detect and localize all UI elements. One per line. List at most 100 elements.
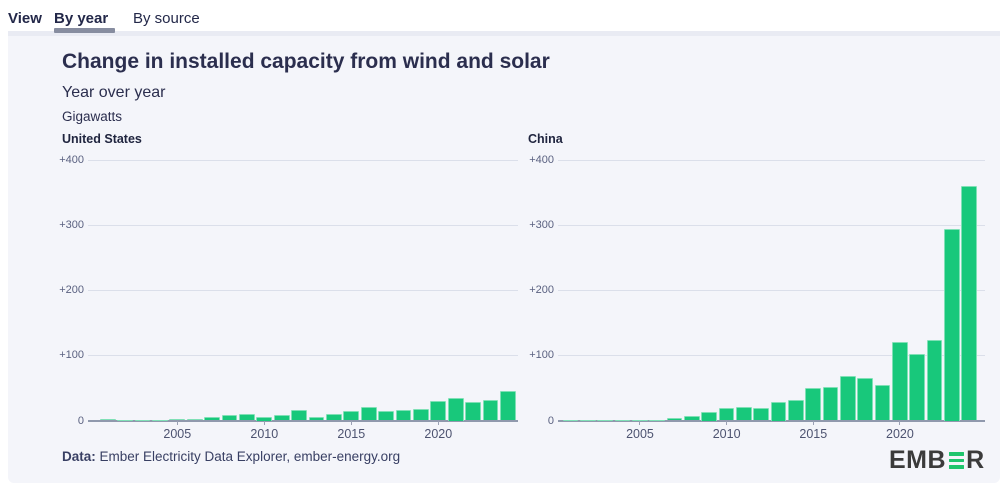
ember-logo-e-icon xyxy=(948,451,964,470)
bar-2001[interactable] xyxy=(99,419,116,421)
bar-2020[interactable] xyxy=(430,401,447,421)
bar-2014[interactable] xyxy=(788,400,804,421)
bar-2006[interactable] xyxy=(649,419,666,421)
bar-2004[interactable] xyxy=(151,419,168,421)
gridline xyxy=(558,290,985,291)
x-axis-tick xyxy=(899,421,901,425)
y-axis-tick-label: +400 xyxy=(529,153,554,166)
bar-2023[interactable] xyxy=(944,229,960,421)
y-axis-tick-label: 0 xyxy=(77,414,84,427)
x-axis-tick-label: 2020 xyxy=(886,427,914,441)
bar-2013[interactable] xyxy=(770,402,787,421)
y-axis-tick-label: +300 xyxy=(529,218,554,231)
bar-2005[interactable] xyxy=(632,419,648,421)
x-axis-tick xyxy=(812,421,814,425)
units-label: Gigawatts xyxy=(62,109,123,124)
bar-2015[interactable] xyxy=(343,411,360,421)
chart-title-china: China xyxy=(528,132,563,146)
x-axis-tick-label: 2010 xyxy=(250,427,279,441)
bar-2024[interactable] xyxy=(499,390,516,421)
bar-2016[interactable] xyxy=(360,407,377,421)
tab-by-year[interactable]: By year xyxy=(54,10,109,27)
bar-2021[interactable] xyxy=(909,354,926,421)
x-axis-line xyxy=(88,419,518,422)
data-source-prefix: Data: xyxy=(62,449,96,464)
ember-logo-text-right: R xyxy=(966,446,985,474)
x-axis-tick-label: 2005 xyxy=(626,427,654,441)
x-axis-tick-label: 2010 xyxy=(712,427,741,441)
bar-2011[interactable] xyxy=(736,407,752,421)
bar-2007[interactable] xyxy=(666,418,683,421)
x-axis-tick xyxy=(437,421,439,425)
x-axis-tick-label: 2020 xyxy=(424,427,453,441)
chart-title-united-states: United States xyxy=(62,132,142,146)
data-source-note: Data: Ember Electricity Data Explorer, e… xyxy=(62,449,400,464)
bar-2017[interactable] xyxy=(378,410,394,421)
bar-2015[interactable] xyxy=(805,388,822,421)
bar-2010[interactable] xyxy=(718,408,735,421)
bar-2016[interactable] xyxy=(822,386,839,421)
ember-logo: EMB R xyxy=(889,446,985,475)
gridline xyxy=(88,224,518,226)
bar-2019[interactable] xyxy=(874,384,891,421)
bar-2012[interactable] xyxy=(753,408,770,421)
bar-2024[interactable] xyxy=(961,186,978,421)
page-title: Change in installed capacity from wind a… xyxy=(62,50,550,73)
y-axis-tick-label: +100 xyxy=(529,349,554,362)
x-axis-tick xyxy=(263,421,265,425)
y-axis-tick-label: +200 xyxy=(59,284,84,296)
y-axis-tick-label: 0 xyxy=(547,414,554,427)
bar-2009[interactable] xyxy=(238,413,255,421)
bar-2014[interactable] xyxy=(325,414,342,421)
x-axis-tick xyxy=(726,421,728,425)
gridline xyxy=(558,224,985,226)
bar-2022[interactable] xyxy=(465,402,481,421)
ember-logo-text-left: EMB xyxy=(889,446,947,474)
bar-2018[interactable] xyxy=(395,410,412,421)
bar-2008[interactable] xyxy=(221,414,238,421)
bar-2002[interactable] xyxy=(117,419,133,421)
gridline xyxy=(88,159,518,161)
bar-2010[interactable] xyxy=(256,416,273,421)
bar-2003[interactable] xyxy=(134,419,151,421)
bar-2005[interactable] xyxy=(169,418,186,421)
bar-2023[interactable] xyxy=(482,399,499,421)
bar-2019[interactable] xyxy=(412,408,429,421)
bar-2021[interactable] xyxy=(447,398,464,421)
bar-2008[interactable] xyxy=(684,416,700,421)
gridline xyxy=(88,290,518,291)
bar-2002[interactable] xyxy=(580,419,596,421)
gridline xyxy=(88,355,518,357)
gridline xyxy=(558,355,985,357)
y-axis-tick-label: +400 xyxy=(59,153,84,166)
gridline xyxy=(558,159,985,161)
view-label: View xyxy=(8,10,42,27)
bar-2020[interactable] xyxy=(892,341,908,421)
active-tab-indicator xyxy=(54,28,115,33)
bar-2009[interactable] xyxy=(701,411,718,421)
x-axis-line xyxy=(558,419,985,422)
bar-2017[interactable] xyxy=(840,376,856,421)
bar-2012[interactable] xyxy=(291,410,307,421)
x-axis-tick-label: 2005 xyxy=(163,427,192,441)
x-axis-tick-label: 2015 xyxy=(799,427,828,441)
data-source-text: Ember Electricity Data Explorer, ember-e… xyxy=(95,449,401,464)
bar-2001[interactable] xyxy=(562,419,579,421)
bar-2018[interactable] xyxy=(857,378,874,421)
page-subtitle: Year over year xyxy=(62,84,166,101)
bar-2006[interactable] xyxy=(186,418,203,421)
bar-2011[interactable] xyxy=(273,414,290,421)
bar-2013[interactable] xyxy=(308,417,325,421)
x-axis-tick xyxy=(639,421,641,425)
bar-2007[interactable] xyxy=(204,417,220,421)
y-axis-tick-label: +100 xyxy=(59,349,84,362)
x-axis-tick-label: 2015 xyxy=(337,427,366,441)
x-axis-tick xyxy=(350,421,352,425)
y-axis-tick-label: +200 xyxy=(529,284,554,296)
bar-2004[interactable] xyxy=(614,419,631,421)
bar-2022[interactable] xyxy=(926,339,943,421)
tab-by-source[interactable]: By source xyxy=(133,10,200,27)
bar-2003[interactable] xyxy=(597,419,614,421)
x-axis-tick xyxy=(176,421,178,425)
